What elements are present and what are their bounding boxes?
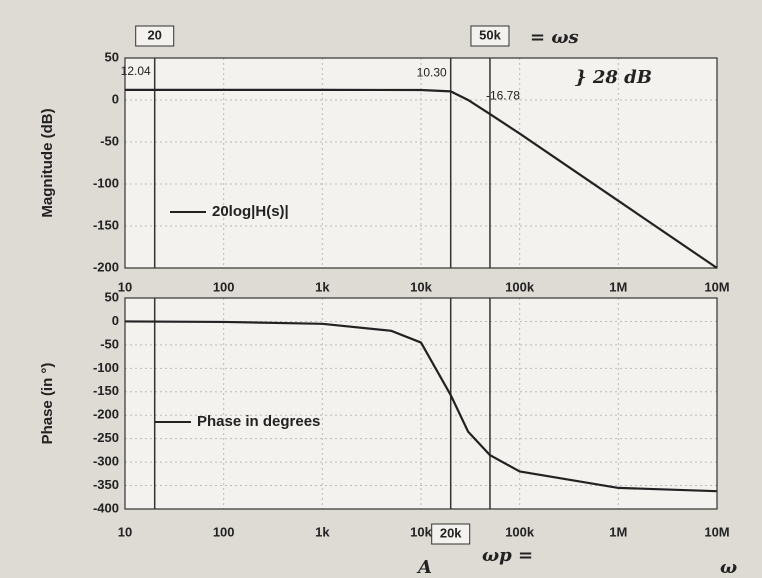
marker-label: 50k bbox=[479, 27, 501, 42]
marker-box bbox=[135, 25, 175, 47]
legend-label: 20log|H(s)| bbox=[212, 203, 289, 220]
data-label: 12.04 bbox=[121, 64, 151, 78]
x-tick-label: 10 bbox=[118, 524, 132, 539]
y-tick-label: -150 bbox=[93, 383, 119, 398]
y-tick-label: -300 bbox=[93, 454, 119, 469]
marker-label: 20 bbox=[147, 27, 161, 42]
y-tick-label: -100 bbox=[93, 360, 119, 375]
marker-box bbox=[431, 523, 471, 545]
line bbox=[125, 88, 718, 269]
y-tick-label: -50 bbox=[100, 133, 119, 148]
y-tick-label: 50 bbox=[105, 49, 119, 64]
plot-frame bbox=[124, 297, 718, 510]
plot-frame bbox=[124, 57, 718, 269]
marker-box bbox=[470, 25, 510, 47]
y-tick-label: -250 bbox=[93, 430, 119, 445]
legend-label: Phase in degrees bbox=[197, 413, 320, 430]
x-tick-label: 10M bbox=[704, 524, 729, 539]
handwritten-note: ωp = bbox=[482, 545, 533, 566]
x-tick-label: 1k bbox=[315, 279, 330, 294]
y-tick-label: 50 bbox=[105, 289, 119, 304]
x-tick-label: 10k bbox=[410, 279, 432, 294]
y-tick-label: -100 bbox=[93, 175, 119, 190]
y-tick-label: 0 bbox=[112, 313, 119, 328]
handwritten-note: ω bbox=[720, 557, 737, 578]
x-tick-label: 10M bbox=[704, 279, 729, 294]
y-axis-label: Magnitude (dB) bbox=[39, 108, 56, 217]
marker-label: 20k bbox=[440, 525, 462, 540]
y-tick-label: -150 bbox=[93, 217, 119, 232]
x-tick-label: 100k bbox=[505, 524, 535, 539]
x-tick-label: 100 bbox=[213, 279, 235, 294]
y-tick-label: -200 bbox=[93, 259, 119, 274]
x-tick-label: 100k bbox=[505, 279, 535, 294]
y-tick-label: -50 bbox=[100, 336, 119, 351]
y-tick-label: -200 bbox=[93, 407, 119, 422]
x-tick-label: 10k bbox=[410, 524, 432, 539]
line bbox=[124, 320, 718, 493]
y-tick-label: -350 bbox=[93, 477, 119, 492]
y-tick-label: 0 bbox=[112, 91, 119, 106]
y-axis-label: Phase (in °) bbox=[39, 363, 56, 445]
handwritten-note: } 28 dB bbox=[575, 67, 652, 88]
x-tick-label: 1M bbox=[609, 524, 627, 539]
handwritten-note: = ωs bbox=[530, 27, 579, 48]
x-tick-label: 10 bbox=[118, 279, 132, 294]
x-tick-label: 100 bbox=[213, 524, 235, 539]
data-label: 10.30 bbox=[417, 66, 447, 80]
data-label: -16.78 bbox=[486, 88, 520, 102]
x-tick-label: 1M bbox=[609, 279, 627, 294]
handwritten-note: A bbox=[416, 557, 432, 578]
x-tick-label: 1k bbox=[315, 524, 330, 539]
y-tick-label: -400 bbox=[93, 500, 119, 515]
